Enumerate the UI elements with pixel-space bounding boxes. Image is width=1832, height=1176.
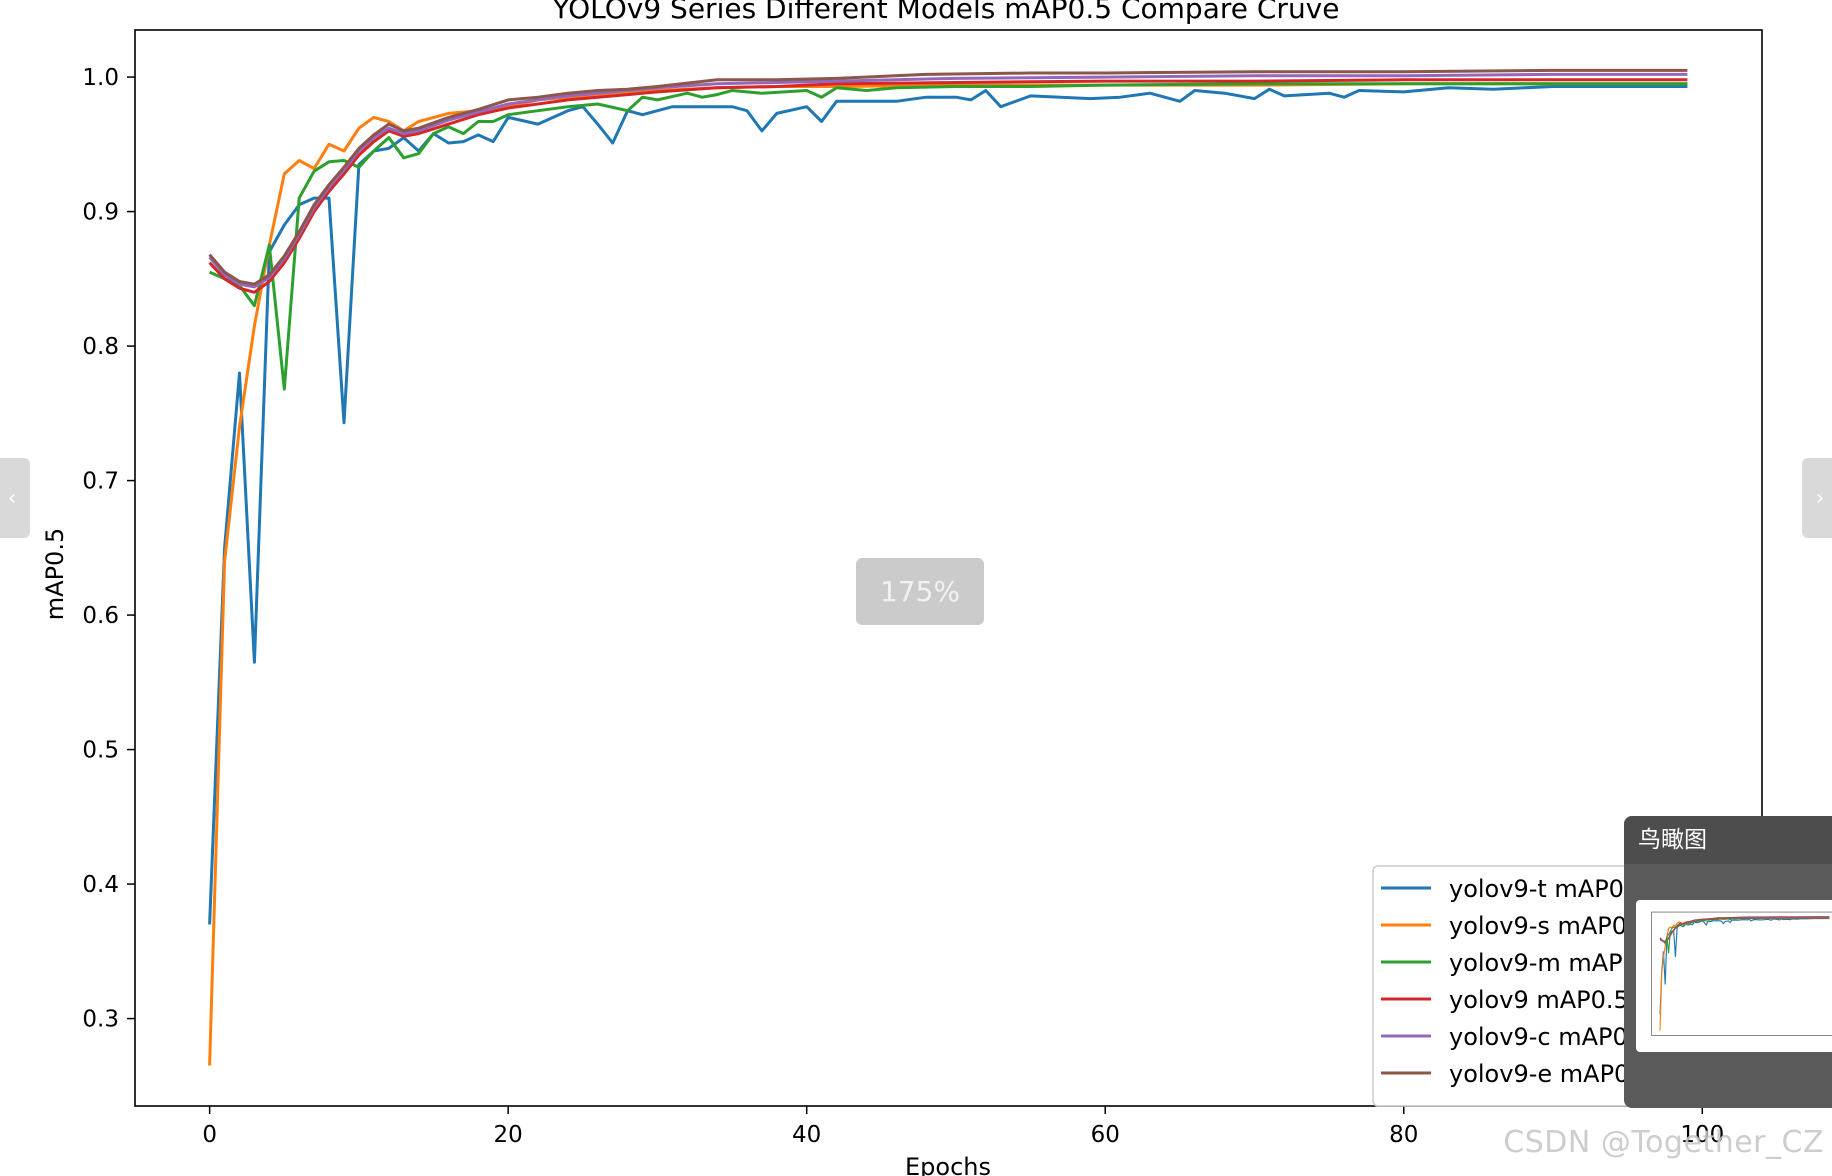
x-tick-label: 80 xyxy=(1389,1122,1418,1148)
chevron-right-icon: › xyxy=(1815,485,1825,511)
x-tick-label: 0 xyxy=(202,1122,217,1148)
thumbnail-frame xyxy=(1651,911,1832,1036)
series-line-4 xyxy=(208,72,1688,289)
x-tick-label: 60 xyxy=(1091,1122,1120,1148)
y-tick-label: 0.8 xyxy=(82,334,119,360)
series-line-3 xyxy=(208,78,1688,294)
y-tick-label: 0.6 xyxy=(82,603,119,629)
x-axis-label: Epochs xyxy=(905,1153,991,1176)
chart-title: YOLOv9 Series Different Models mAP0.5 Co… xyxy=(552,0,1340,25)
y-tick-label: 0.3 xyxy=(82,1007,119,1033)
plot-frame xyxy=(134,29,1763,1107)
x-tick-label: 100 xyxy=(1680,1122,1724,1148)
y-tick-label: 0.5 xyxy=(82,738,119,764)
zoom-level-indicator: 175% xyxy=(856,558,984,625)
overview-panel[interactable]: 鸟瞰图 xyxy=(1624,816,1832,1108)
y-tick-label: 0.7 xyxy=(82,469,119,495)
series-line-0 xyxy=(208,85,1688,925)
overview-thumbnail[interactable] xyxy=(1636,900,1832,1052)
overview-title: 鸟瞰图 xyxy=(1624,816,1832,864)
series-lines xyxy=(208,68,1688,1066)
x-tick-label: 40 xyxy=(792,1122,821,1148)
thumbnail-series-line-5 xyxy=(1659,916,1830,942)
csdn-watermark: CSDN @Together_CZ xyxy=(1503,1125,1824,1160)
chevron-left-icon: ‹ xyxy=(7,485,17,511)
thumbnail-series-line-2 xyxy=(1659,917,1830,954)
y-tick-label: 1.0 xyxy=(82,65,119,91)
next-image-button[interactable]: › xyxy=(1802,458,1832,538)
y-tick-label: 0.9 xyxy=(82,200,119,226)
overview-thumbnail-chart xyxy=(1636,908,1832,1044)
thumbnail-background xyxy=(1636,908,1832,1044)
previous-image-button[interactable]: ‹ xyxy=(0,458,30,538)
x-tick-label: 20 xyxy=(494,1122,523,1148)
series-line-2 xyxy=(208,82,1688,391)
axis-ticks: 0 20 40 60 80 100 0.3 0.4 0.5 0.6 0.7 0.8 0.9 1.0 xyxy=(82,65,1724,1148)
y-tick-label: 0.4 xyxy=(82,872,119,898)
series-line-5 xyxy=(208,68,1688,286)
y-axis-label: mAP0.5 xyxy=(41,528,69,620)
